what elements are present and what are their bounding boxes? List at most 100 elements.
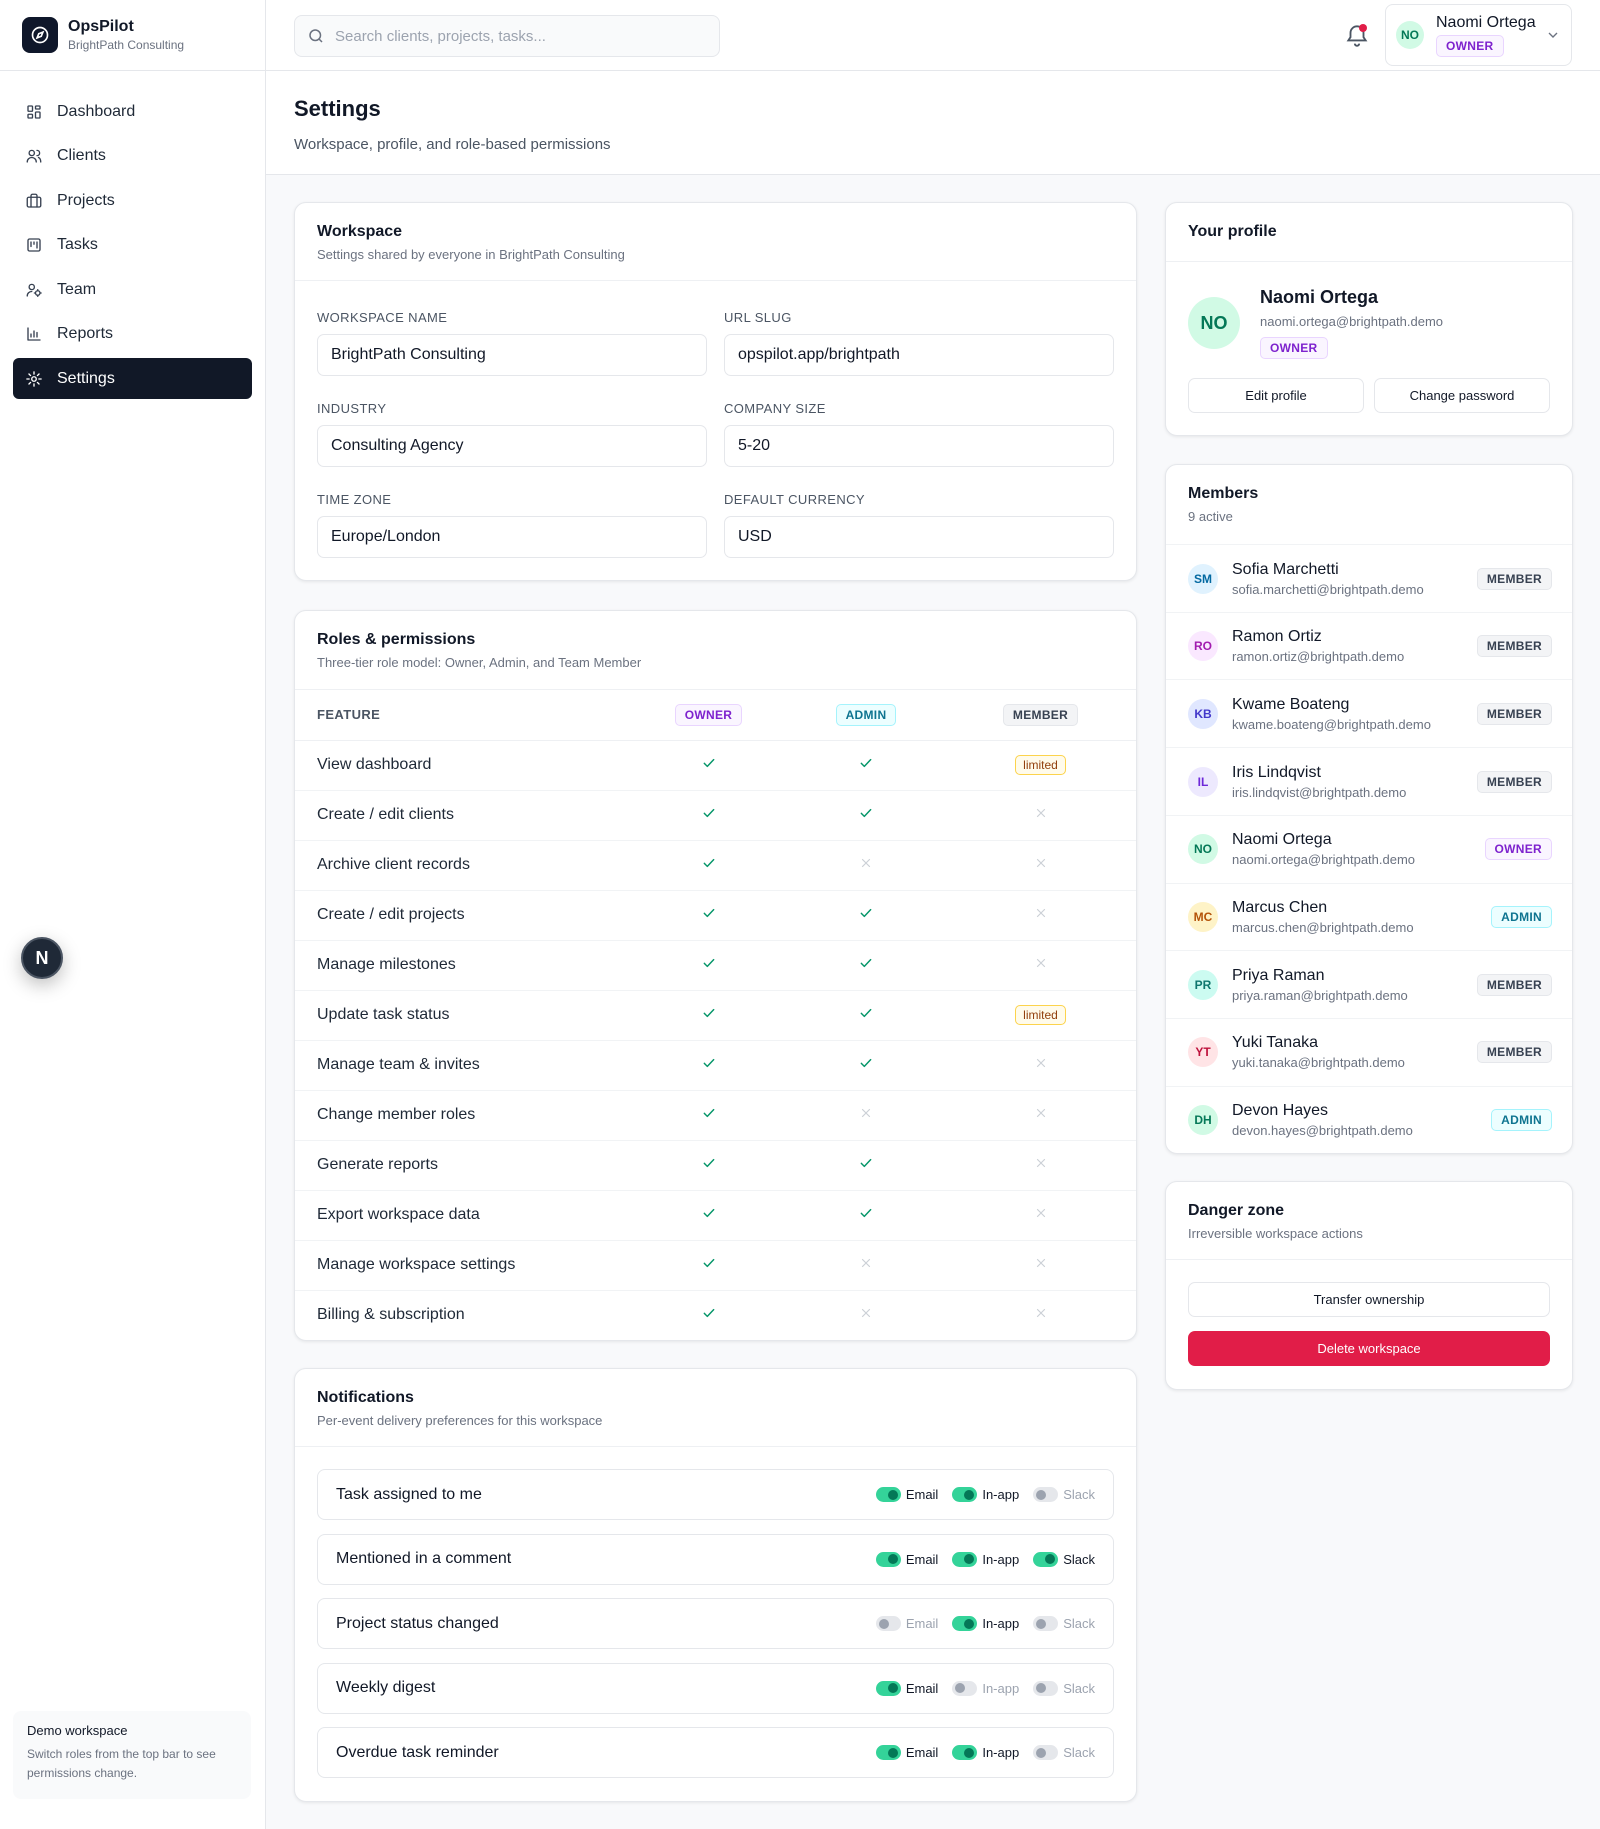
slack-toggle[interactable]: Slack	[1033, 1680, 1095, 1696]
member-email: kwame.boateng@brightpath.demo	[1232, 716, 1431, 732]
member-row[interactable]: IL Iris Lindqvist iris.lindqvist@brightpat…	[1166, 747, 1572, 815]
sidebar-nav: Dashboard Clients Projects Tasks Team Reports…	[0, 71, 265, 399]
sidebar-item-reports[interactable]: Reports	[13, 314, 252, 355]
member-row[interactable]: YT Yuki Tanaka yuki.tanaka@brightpath.demo…	[1166, 1017, 1572, 1086]
member-permission: limited	[945, 740, 1136, 791]
edit-profile-button[interactable]: Edit profile	[1188, 378, 1364, 413]
search-box[interactable]	[294, 15, 720, 57]
column-header-admin: ADMIN	[787, 690, 945, 741]
email-toggle[interactable]: Email	[875, 1551, 938, 1567]
member-avatar: KB	[1188, 698, 1218, 729]
slack-toggle[interactable]: Slack	[1033, 1616, 1095, 1631]
role-badge: OWNER	[1436, 34, 1504, 57]
toggle-switch[interactable]	[952, 1680, 978, 1696]
member-row[interactable]: DH Devon Hayes devon.hayes@brightpath.demo…	[1166, 1085, 1572, 1153]
toggle-switch[interactable]	[1033, 1616, 1059, 1631]
admin-permission	[787, 1040, 945, 1091]
slack-toggle[interactable]: Slack	[1033, 1745, 1095, 1760]
slack-toggle[interactable]: Slack	[1033, 1487, 1095, 1502]
member-row[interactable]: MC Marcus Chen marcus.chen@brightpath.demo…	[1166, 882, 1572, 951]
sidebar-item-clients[interactable]: Clients	[13, 136, 252, 177]
toggle-switch[interactable]	[875, 1616, 901, 1631]
notifications-button[interactable]	[1344, 22, 1370, 48]
url-slug-input[interactable]: opspilot.app/brightpath	[724, 334, 1114, 376]
channel-label: In-app	[982, 1680, 1020, 1696]
brand[interactable]: OpsPilot BrightPath Consulting	[0, 0, 265, 71]
profile-name: Naomi Ortega	[1260, 287, 1379, 307]
toggle-switch[interactable]	[952, 1616, 978, 1631]
user-menu[interactable]: NO Naomi Ortega OWNER	[1385, 4, 1572, 66]
danger-subtitle: Irreversible workspace actions	[1188, 1226, 1363, 1241]
owner-permission	[630, 1240, 787, 1291]
feature-name: Manage workspace settings	[295, 1240, 630, 1291]
column-header-member: MEMBER	[945, 690, 1136, 741]
time-zone-input[interactable]: Europe/London	[317, 516, 707, 558]
toggle-switch[interactable]	[875, 1745, 901, 1760]
owner-permission	[630, 990, 787, 1041]
sidebar-item-projects[interactable]: Projects	[13, 180, 252, 221]
in-app-toggle[interactable]: In-app	[952, 1745, 1019, 1760]
table-row: Manage team & invites	[295, 1040, 1136, 1091]
toggle-switch[interactable]	[952, 1487, 978, 1502]
email-toggle[interactable]: Email	[875, 1487, 938, 1502]
sidebar-item-dashboard[interactable]: Dashboard	[13, 91, 252, 132]
transfer-ownership-button[interactable]: Transfer ownership	[1188, 1282, 1550, 1317]
member-row[interactable]: KB Kwame Boateng kwame.boateng@brightpath.…	[1166, 679, 1572, 747]
members-card-header: Members 9 active	[1166, 465, 1572, 544]
toggle-switch[interactable]	[1033, 1551, 1059, 1567]
owner-permission	[630, 740, 787, 791]
table-row: Update task status limited	[295, 990, 1136, 1041]
danger-zone-card: Danger zone Irreversible workspace actio…	[1165, 1181, 1573, 1390]
in-app-toggle[interactable]: In-app	[952, 1680, 1020, 1696]
toggle-switch[interactable]	[875, 1551, 901, 1567]
toggle-switch[interactable]	[875, 1680, 901, 1696]
email-toggle[interactable]: Email	[875, 1680, 938, 1696]
cross-icon	[1036, 1108, 1045, 1117]
notification-label: Task assigned to me	[336, 1485, 482, 1503]
chevron-down-icon	[1548, 32, 1558, 38]
toggle-switch[interactable]	[952, 1745, 978, 1760]
toggle-switch[interactable]	[1033, 1680, 1059, 1696]
table-row: View dashboard limited	[295, 740, 1136, 791]
channel-label: In-app	[982, 1487, 1020, 1502]
search-input[interactable]	[335, 27, 695, 45]
member-email: priya.raman@brightpath.demo	[1232, 987, 1408, 1003]
sidebar-item-settings[interactable]: Settings	[13, 358, 252, 399]
roles-card-header: Roles & permissions Three-tier role mode…	[295, 611, 1136, 690]
email-toggle[interactable]: Email	[875, 1616, 938, 1631]
member-row[interactable]: NO Naomi Ortega naomi.ortega@brightpath.de…	[1166, 814, 1572, 883]
toggle-switch[interactable]	[1033, 1487, 1059, 1502]
delete-workspace-button[interactable]: Delete workspace	[1188, 1331, 1550, 1366]
change-password-button[interactable]: Change password	[1374, 378, 1550, 413]
floating-assistant-button[interactable]: N	[21, 937, 63, 979]
table-row: Create / edit clients	[295, 790, 1136, 841]
admin-permission	[787, 1140, 945, 1191]
member-row[interactable]: PR Priya Raman priya.raman@brightpath.demo…	[1166, 950, 1572, 1018]
notification-label: Weekly digest	[336, 1679, 436, 1696]
member-row[interactable]: RO Ramon Ortiz ramon.ortiz@brightpath.demo…	[1166, 611, 1572, 680]
default-currency-input[interactable]: USD	[724, 516, 1114, 558]
in-app-toggle[interactable]: In-app	[952, 1616, 1019, 1631]
in-app-toggle[interactable]: In-app	[952, 1487, 1019, 1502]
toggle-switch[interactable]	[1033, 1745, 1059, 1760]
feature-name: Generate reports	[295, 1140, 630, 1191]
admin-permission	[787, 1090, 945, 1141]
member-row[interactable]: SM Sofia Marchetti sofia.marchetti@brightp…	[1166, 544, 1572, 612]
company-size-input[interactable]: 5-20	[724, 425, 1114, 467]
toggle-switch[interactable]	[875, 1487, 901, 1502]
sidebar-item-tasks[interactable]: Tasks	[13, 225, 252, 266]
feature-name: Archive client records	[295, 840, 630, 891]
sidebar-item-team[interactable]: Team	[13, 269, 252, 310]
email-toggle[interactable]: Email	[875, 1745, 938, 1760]
workspace-name-input[interactable]: BrightPath Consulting	[317, 334, 707, 376]
in-app-toggle[interactable]: In-app	[952, 1551, 1019, 1567]
cross-icon	[861, 858, 871, 867]
check-icon	[703, 1008, 714, 1017]
demo-title: Demo workspace	[27, 1723, 128, 1738]
member-role-badge: ADMIN	[1491, 906, 1552, 928]
channel-label: Slack	[1063, 1551, 1095, 1567]
slack-toggle[interactable]: Slack	[1033, 1551, 1095, 1567]
check-icon	[860, 1158, 872, 1167]
toggle-switch[interactable]	[952, 1551, 978, 1567]
industry-input[interactable]: Consulting Agency	[317, 425, 707, 467]
